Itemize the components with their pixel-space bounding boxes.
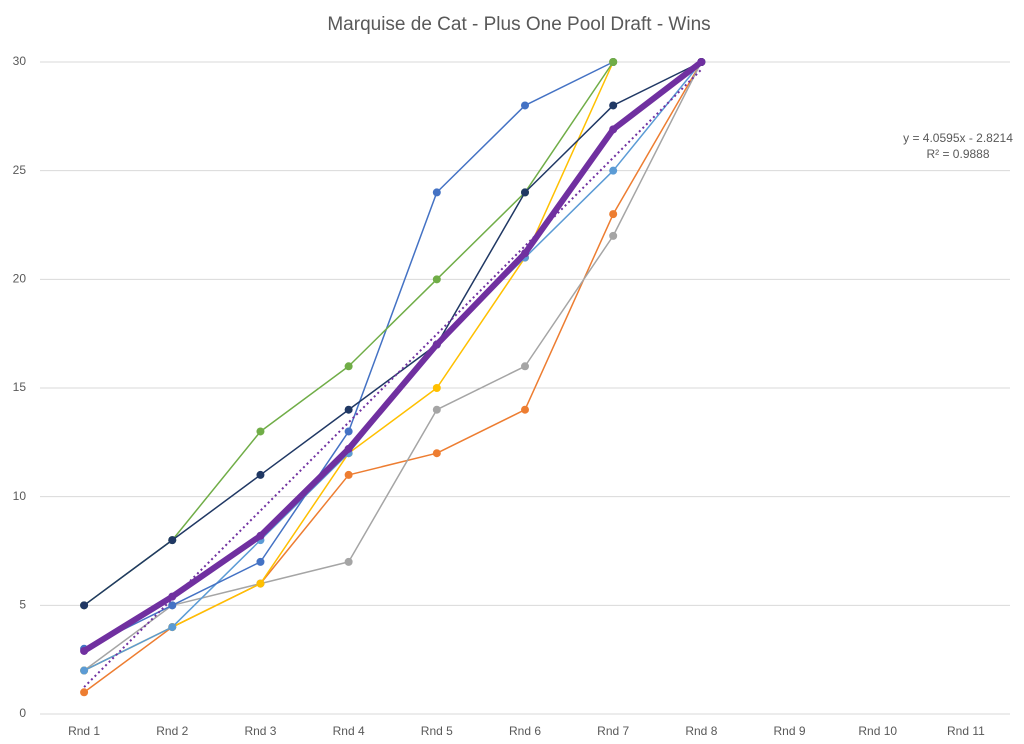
series-line [83,61,702,672]
point [609,125,618,134]
point [256,531,265,540]
point [344,362,353,371]
point [697,58,706,66]
point [80,646,89,655]
point [609,210,618,219]
point [432,275,441,284]
point [168,536,177,545]
point [80,666,89,675]
point [168,592,177,601]
point [521,188,529,197]
series-line [83,61,703,672]
trendline-equation: R² = 0.9888 [926,147,989,161]
y-tick-label: 10 [13,489,27,503]
point [344,470,353,479]
y-tick-label: 20 [13,272,27,286]
point [432,405,441,414]
point [521,405,529,414]
x-tick-label: Rnd 10 [858,724,897,738]
series-line [83,61,614,606]
point [168,623,177,632]
point [80,601,89,610]
x-tick-label: Rnd 6 [509,724,541,738]
x-tick-label: Rnd 5 [421,724,453,738]
point [432,340,441,349]
point [256,557,265,566]
point [432,449,441,458]
x-tick-label: Rnd 8 [685,724,717,738]
chart-title: Marquise de Cat - Plus One Pool Draft - … [327,14,710,35]
x-tick-label: Rnd 1 [68,724,100,738]
trendline [83,68,703,688]
point [432,188,441,197]
point [521,249,529,258]
point [80,688,89,697]
point [432,384,441,392]
point [344,557,353,566]
point [168,601,177,610]
x-tick-label: Rnd 11 [947,724,985,738]
x-tick-label: Rnd 2 [156,724,188,738]
y-tick-label: 15 [13,380,27,394]
point [609,101,618,110]
x-tick-label: Rnd 4 [333,724,365,738]
trendline-equation: y = 4.0595x - 2.8214 [903,131,1013,145]
point [256,427,265,436]
x-tick-label: Rnd 9 [774,724,806,738]
y-tick-label: 5 [19,598,26,612]
series-line [82,59,704,654]
point [521,362,529,371]
y-tick-label: 0 [19,706,26,720]
x-tick-label: Rnd 7 [597,724,629,738]
y-tick-label: 30 [13,54,27,68]
point [521,101,529,110]
y-tick-label: 25 [13,163,27,177]
point [609,231,618,240]
point [609,58,618,66]
point [256,470,265,479]
point [609,166,618,175]
point [344,444,353,453]
point [256,579,265,588]
point [344,405,353,414]
point [344,427,353,436]
series-line [83,61,702,606]
x-tick-label: Rnd 3 [244,724,276,738]
